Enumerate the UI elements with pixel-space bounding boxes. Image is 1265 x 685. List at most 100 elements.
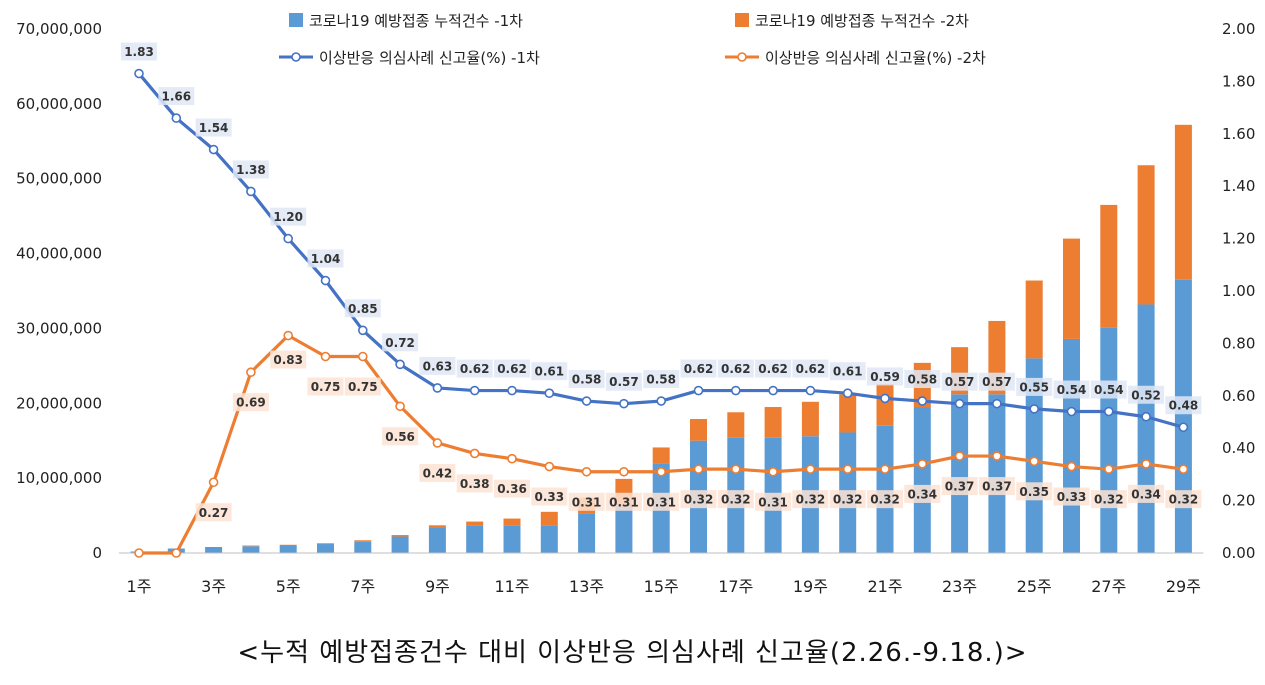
data-label-dose2: 0.31 (609, 495, 639, 509)
legend-swatch-bar (289, 13, 303, 27)
bar-dose1 (466, 525, 484, 553)
point-dose2 (171, 548, 182, 558)
bar-dose1 (1100, 327, 1118, 553)
data-label-dose1-bg (904, 370, 941, 389)
data-label-dose1: 0.57 (982, 375, 1012, 389)
data-label-dose1: 0.63 (423, 359, 453, 373)
bar-dose1 (317, 544, 334, 553)
bar-dose1 (1063, 338, 1080, 553)
bar-dose2 (1137, 165, 1155, 305)
right-axis-tick-label: 1.80 (1222, 72, 1255, 90)
data-label-dose2-bg (867, 490, 903, 509)
legend-swatch-point (291, 52, 301, 62)
data-label-dose1: 0.54 (1057, 383, 1087, 397)
point-dose2 (656, 466, 667, 477)
legend-label: 이상반응 의심사례 신고율(%) -2차 (765, 49, 986, 67)
data-label-dose2: 0.37 (945, 480, 975, 494)
x-axis-tick-label: 7주 (350, 577, 375, 596)
data-label-dose1: 0.61 (833, 365, 863, 379)
data-label-dose2-bg (941, 477, 978, 496)
data-label-dose1: 0.72 (385, 336, 415, 350)
point-dose2 (469, 448, 480, 459)
data-label-dose1: 0.62 (796, 362, 826, 376)
data-label-dose1: 0.57 (945, 375, 975, 389)
data-label-dose2: 0.31 (758, 495, 788, 509)
data-label-dose2: 0.75 (348, 380, 378, 394)
point-dose1 (544, 388, 555, 398)
x-axis-tick-label: 11주 (494, 577, 529, 596)
data-label-dose2: 0.33 (1057, 490, 1087, 504)
point-dose1 (954, 398, 965, 409)
data-label-dose1-bg (195, 118, 232, 137)
data-label-dose1-bg (232, 160, 269, 179)
point-dose2 (619, 466, 629, 477)
data-label-dose1-bg (717, 359, 754, 378)
left-axis-tick-label: 30,000,000 (16, 319, 102, 337)
data-label-dose1: 0.55 (1019, 380, 1049, 394)
x-axis-tick-label: 15주 (644, 577, 679, 596)
bar-dose2 (466, 521, 484, 526)
data-label-dose2-bg (643, 492, 680, 511)
point-dose2 (432, 438, 443, 448)
data-label-dose2-bg (1090, 490, 1127, 509)
data-label-dose2-bg (717, 490, 754, 509)
left-axis-tick-label: 20,000,000 (16, 394, 102, 412)
data-label-dose2-bg (531, 487, 568, 506)
data-label-dose1-bg (643, 370, 680, 389)
bar-dose1 (354, 541, 372, 553)
data-label-dose2-bg (419, 463, 456, 482)
legend-swatch-bar (735, 13, 749, 27)
point-dose2 (1178, 464, 1189, 474)
data-label-dose1: 1.04 (311, 252, 341, 266)
bar-dose2 (801, 401, 819, 437)
right-axis-tick-label: 1.40 (1222, 177, 1255, 195)
data-label-dose2: 0.37 (982, 480, 1012, 494)
point-dose1 (320, 275, 331, 286)
data-label-dose2: 0.34 (907, 487, 937, 501)
legend-label: 코로나19 예방접종 누적건수 -2차 (755, 12, 969, 30)
data-label-dose1: 0.58 (907, 373, 937, 387)
point-dose2 (693, 464, 704, 474)
right-axis-tick-label: 0.40 (1222, 439, 1255, 457)
data-label-dose2: 0.27 (199, 506, 229, 520)
data-label-dose2-bg (568, 492, 605, 511)
bar-dose1 (578, 513, 596, 553)
data-label-dose2: 0.31 (646, 495, 676, 509)
bar-dose2 (1174, 124, 1192, 280)
data-label-dose2-bg (456, 474, 493, 493)
bar-dose2 (764, 407, 782, 438)
data-label-dose2-bg (195, 503, 232, 522)
point-dose2 (1029, 456, 1039, 467)
data-label-dose2: 0.32 (1094, 493, 1124, 507)
bar-dose2 (540, 511, 558, 526)
data-label-dose2: 0.33 (534, 490, 564, 504)
point-dose2 (805, 464, 816, 474)
bar-dose1 (391, 536, 409, 553)
point-dose2 (395, 401, 405, 412)
point-dose1 (768, 385, 778, 396)
data-label-dose2: 0.32 (870, 493, 900, 507)
data-label-dose1-bg (494, 359, 530, 378)
bar-dose2 (876, 383, 894, 426)
point-dose1 (246, 186, 256, 197)
point-dose2 (208, 477, 219, 488)
point-dose1 (1066, 406, 1077, 417)
x-axis-tick-label: 9주 (425, 577, 450, 596)
x-axis-tick-label: 21주 (867, 577, 902, 596)
data-label-dose1: 0.58 (572, 373, 602, 387)
chart-caption: <누적 예방접종건수 대비 이상반응 의심사례 신고율(2.26.-9.18.)… (237, 638, 1028, 668)
data-label-dose2-bg (1053, 487, 1090, 506)
legend-label: 코로나19 예방접종 누적건수 -1차 (309, 12, 523, 30)
bar-dose1 (876, 425, 894, 553)
legend-swatch-point (737, 52, 747, 62)
data-label-dose1: 0.85 (348, 302, 378, 316)
data-label-dose2-bg (270, 350, 307, 369)
point-dose1 (432, 383, 443, 393)
left-axis-tick-label: 10,000,000 (16, 469, 102, 487)
data-label-dose1: 0.61 (534, 365, 564, 379)
line-series (134, 68, 1189, 558)
right-axis-tick-label: 0.60 (1222, 387, 1255, 405)
bar-dose1 (205, 547, 223, 553)
point-dose2 (581, 466, 592, 477)
